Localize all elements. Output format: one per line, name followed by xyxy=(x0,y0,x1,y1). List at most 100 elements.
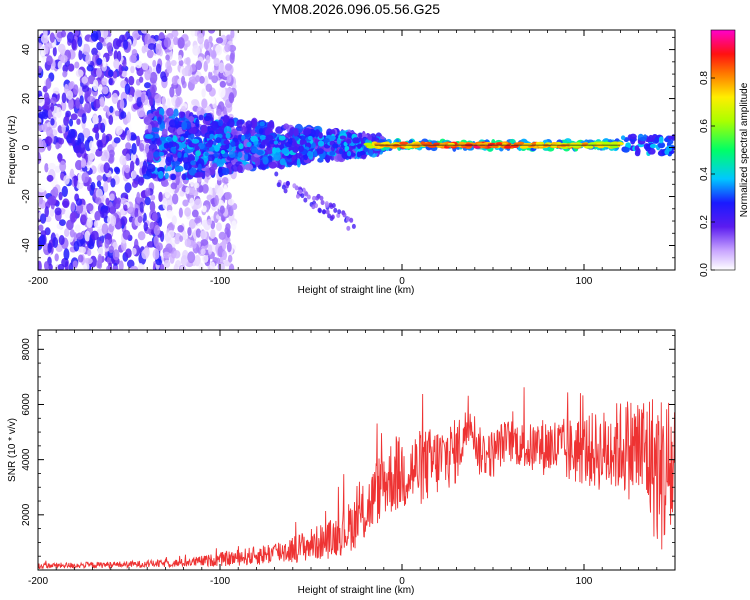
heatmap-cell xyxy=(111,92,119,105)
heatmap-cell xyxy=(195,118,200,128)
heatmap-cell xyxy=(210,229,216,239)
heatmap-cell xyxy=(216,108,222,116)
heatmap-cell xyxy=(658,136,664,144)
heatmap-cell xyxy=(218,86,226,98)
heatmap-cell xyxy=(337,209,342,215)
heatmap-cell xyxy=(56,107,62,119)
heatmap-cell xyxy=(306,142,311,148)
heatmap-cell xyxy=(90,249,96,258)
spectrogram-xtick-label: 100 xyxy=(576,276,593,287)
heatmap-cell xyxy=(112,38,121,50)
heatmap-cell xyxy=(81,113,87,124)
heatmap-cell xyxy=(439,142,446,146)
heatmap-cell xyxy=(328,202,333,208)
heatmap-cell xyxy=(51,186,59,199)
heatmap-cell xyxy=(458,141,466,145)
heatmap-cell xyxy=(200,124,208,135)
heatmap-cell xyxy=(392,143,400,148)
heatmap-cell xyxy=(77,132,85,145)
heatmap-cell xyxy=(177,151,182,159)
heatmap-cell xyxy=(144,69,151,81)
heatmap-cell xyxy=(219,80,227,88)
heatmap-cell xyxy=(113,50,119,61)
heatmap-cell xyxy=(125,248,132,258)
heatmap-cell xyxy=(124,164,130,174)
heatmap-cell xyxy=(225,54,231,62)
heatmap-cell xyxy=(124,182,132,193)
heatmap-cell xyxy=(258,128,264,135)
heatmap-cell xyxy=(293,128,299,137)
heatmap-cell xyxy=(187,184,196,196)
heatmap-cell xyxy=(72,260,78,269)
heatmap-cell xyxy=(228,92,235,104)
snr-xtick-label: -200 xyxy=(28,576,48,587)
heatmap-cell xyxy=(131,170,137,179)
heatmap-cell xyxy=(285,180,290,186)
heatmap-cell xyxy=(303,128,312,136)
heatmap-cell xyxy=(163,37,172,48)
heatmap-cell xyxy=(268,161,278,169)
heatmap-cell xyxy=(67,63,75,72)
heatmap-cell xyxy=(50,96,57,105)
heatmap-cell xyxy=(148,95,154,107)
snr-xtick-label: 100 xyxy=(576,576,593,587)
heatmap-cell xyxy=(59,219,66,227)
heatmap-cell xyxy=(107,69,114,78)
heatmap-cell xyxy=(197,33,204,45)
heatmap-cell xyxy=(191,138,200,144)
heatmap-cell xyxy=(223,139,230,145)
heatmap-cell xyxy=(174,116,179,125)
heatmap-cell xyxy=(224,43,231,53)
heatmap-cell xyxy=(81,76,88,84)
colorbar-label: Normalized spectral amplitude xyxy=(739,82,750,217)
heatmap-cell xyxy=(165,54,170,61)
heatmap-cell xyxy=(46,126,53,138)
heatmap-cell xyxy=(620,135,626,141)
heatmap-cell xyxy=(136,135,141,147)
heatmap-cell xyxy=(332,143,339,149)
heatmap-cell xyxy=(325,209,330,215)
heatmap-cell xyxy=(92,115,99,125)
heatmap-cell xyxy=(129,189,135,202)
heatmap-cell xyxy=(93,98,101,109)
heatmap-cell xyxy=(50,118,55,126)
heatmap-cell xyxy=(188,218,196,230)
heatmap-cell xyxy=(103,181,109,193)
heatmap-cell xyxy=(250,119,258,129)
heatmap-cell xyxy=(269,139,275,145)
heatmap-cell xyxy=(368,148,374,157)
heatmap-cell xyxy=(190,133,195,140)
heatmap-cell xyxy=(224,63,233,71)
colorbar-tick-label: 0.4 xyxy=(699,167,710,181)
heatmap-cell xyxy=(95,131,100,141)
heatmap-cell xyxy=(399,141,409,145)
spectrogram-xtick-label: -200 xyxy=(28,276,48,287)
heatmap-cell xyxy=(215,44,223,56)
heatmap-cell xyxy=(646,136,653,143)
spectrogram-ytick-label: 40 xyxy=(21,44,32,56)
heatmap-cell xyxy=(80,158,87,168)
heatmap-cell xyxy=(356,151,361,158)
heatmap-cell xyxy=(244,163,254,171)
heatmap-cell xyxy=(114,167,121,175)
heatmap-cell xyxy=(152,59,157,68)
heatmap-cell xyxy=(185,57,191,66)
heatmap-cell xyxy=(108,78,113,86)
heatmap-cell xyxy=(87,184,92,192)
heatmap-cell xyxy=(203,115,212,121)
heatmap-cell xyxy=(185,187,190,195)
heatmap-cell xyxy=(205,142,213,148)
heatmap-cell xyxy=(155,63,162,74)
heatmap-cell xyxy=(218,119,224,127)
heatmap-cell xyxy=(180,255,188,267)
heatmap-cell xyxy=(123,204,128,211)
heatmap-cell xyxy=(560,144,567,148)
heatmap-cell xyxy=(169,253,175,264)
heatmap-cell xyxy=(106,42,113,51)
heatmap-cell xyxy=(153,224,161,236)
heatmap-cell xyxy=(126,129,131,142)
heatmap-cell xyxy=(63,248,70,261)
heatmap-cell xyxy=(84,257,93,265)
heatmap-cell xyxy=(130,134,137,141)
snr-ytick-label: 4000 xyxy=(21,448,32,471)
